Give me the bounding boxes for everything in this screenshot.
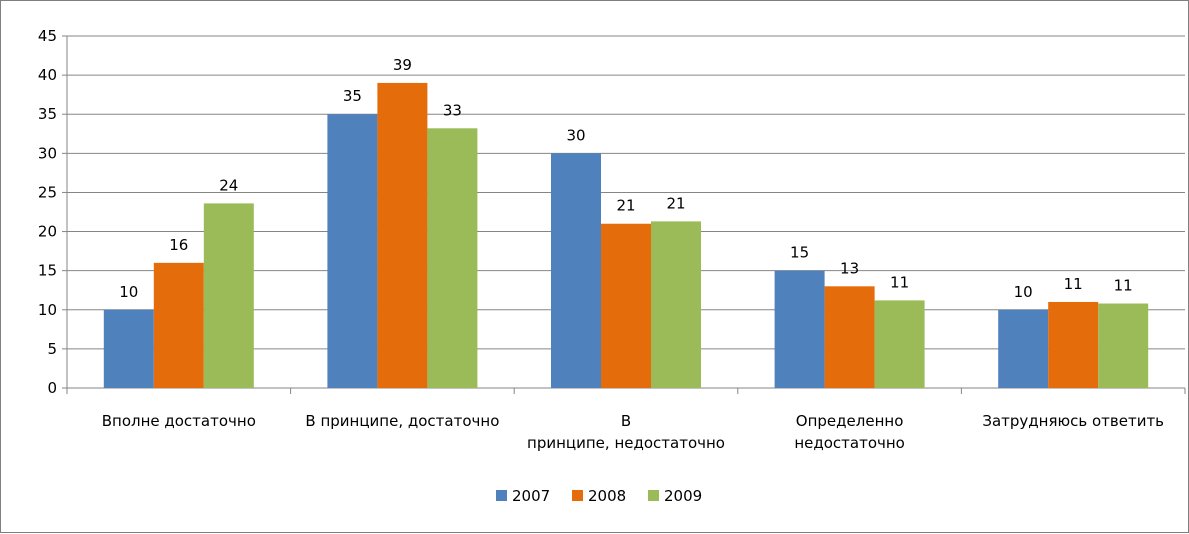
data-label: 39 bbox=[393, 56, 412, 74]
legend-label-2008: 2008 bbox=[588, 487, 626, 505]
data-label: 16 bbox=[169, 236, 188, 254]
bar-2009-1[interactable] bbox=[203, 203, 254, 388]
y-tick-label: 45 bbox=[38, 27, 57, 45]
y-tick-label: 35 bbox=[38, 105, 57, 123]
bar-2009-2[interactable] bbox=[427, 128, 478, 388]
bar-2007-5[interactable] bbox=[998, 309, 1049, 388]
legend-swatch-2008 bbox=[572, 490, 583, 501]
x-category-label: недостаточно bbox=[794, 434, 905, 452]
x-category-label: принципе, недостаточно bbox=[527, 434, 725, 452]
data-label: 21 bbox=[616, 197, 635, 215]
bar-2009-5[interactable] bbox=[1098, 303, 1149, 388]
legend-label-2007: 2007 bbox=[512, 487, 550, 505]
y-tick-label: 10 bbox=[38, 301, 57, 319]
data-label: 11 bbox=[1064, 275, 1083, 293]
y-tick-label: 5 bbox=[47, 340, 57, 358]
x-category-label: Вполне достаточно bbox=[102, 412, 256, 430]
bar-2007-1[interactable] bbox=[103, 309, 154, 388]
data-label: 21 bbox=[666, 194, 685, 212]
bar-2009-3[interactable] bbox=[651, 221, 701, 388]
x-category-label: Определенно bbox=[796, 412, 904, 430]
bar-2008-4[interactable] bbox=[824, 286, 875, 388]
bar-2008-3[interactable] bbox=[601, 223, 651, 388]
data-label: 35 bbox=[343, 87, 362, 105]
y-tick-label: 0 bbox=[47, 379, 57, 397]
data-label: 10 bbox=[119, 283, 138, 301]
data-label: 15 bbox=[790, 244, 809, 262]
legend-swatch-2007 bbox=[496, 490, 507, 501]
x-category-label: В bbox=[621, 412, 631, 430]
legend-swatch-2009 bbox=[648, 490, 659, 501]
y-tick-label: 25 bbox=[38, 183, 57, 201]
data-label: 10 bbox=[1014, 283, 1033, 301]
y-tick-label: 15 bbox=[38, 262, 57, 280]
bar-2008-1[interactable] bbox=[153, 262, 204, 388]
x-category-label: В принципе, достаточно bbox=[305, 412, 499, 430]
y-tick-label: 20 bbox=[38, 223, 57, 241]
bar-2007-2[interactable] bbox=[327, 114, 378, 388]
data-label: 11 bbox=[1114, 277, 1133, 295]
bar-2008-2[interactable] bbox=[377, 82, 428, 388]
bar-2007-3[interactable] bbox=[551, 153, 601, 388]
data-label: 30 bbox=[566, 126, 585, 144]
data-label: 13 bbox=[840, 259, 859, 277]
bar-2007-4[interactable] bbox=[774, 270, 825, 388]
y-tick-label: 40 bbox=[38, 66, 57, 84]
x-category-label: Затрудняюсь ответить bbox=[982, 412, 1164, 430]
data-label: 24 bbox=[219, 176, 238, 194]
legend-label-2009: 2009 bbox=[664, 487, 702, 505]
data-label: 11 bbox=[890, 273, 909, 291]
bar-2008-5[interactable] bbox=[1048, 301, 1099, 388]
data-label: 33 bbox=[443, 101, 462, 119]
bar-2009-4[interactable] bbox=[874, 300, 925, 388]
y-tick-label: 30 bbox=[38, 144, 57, 162]
